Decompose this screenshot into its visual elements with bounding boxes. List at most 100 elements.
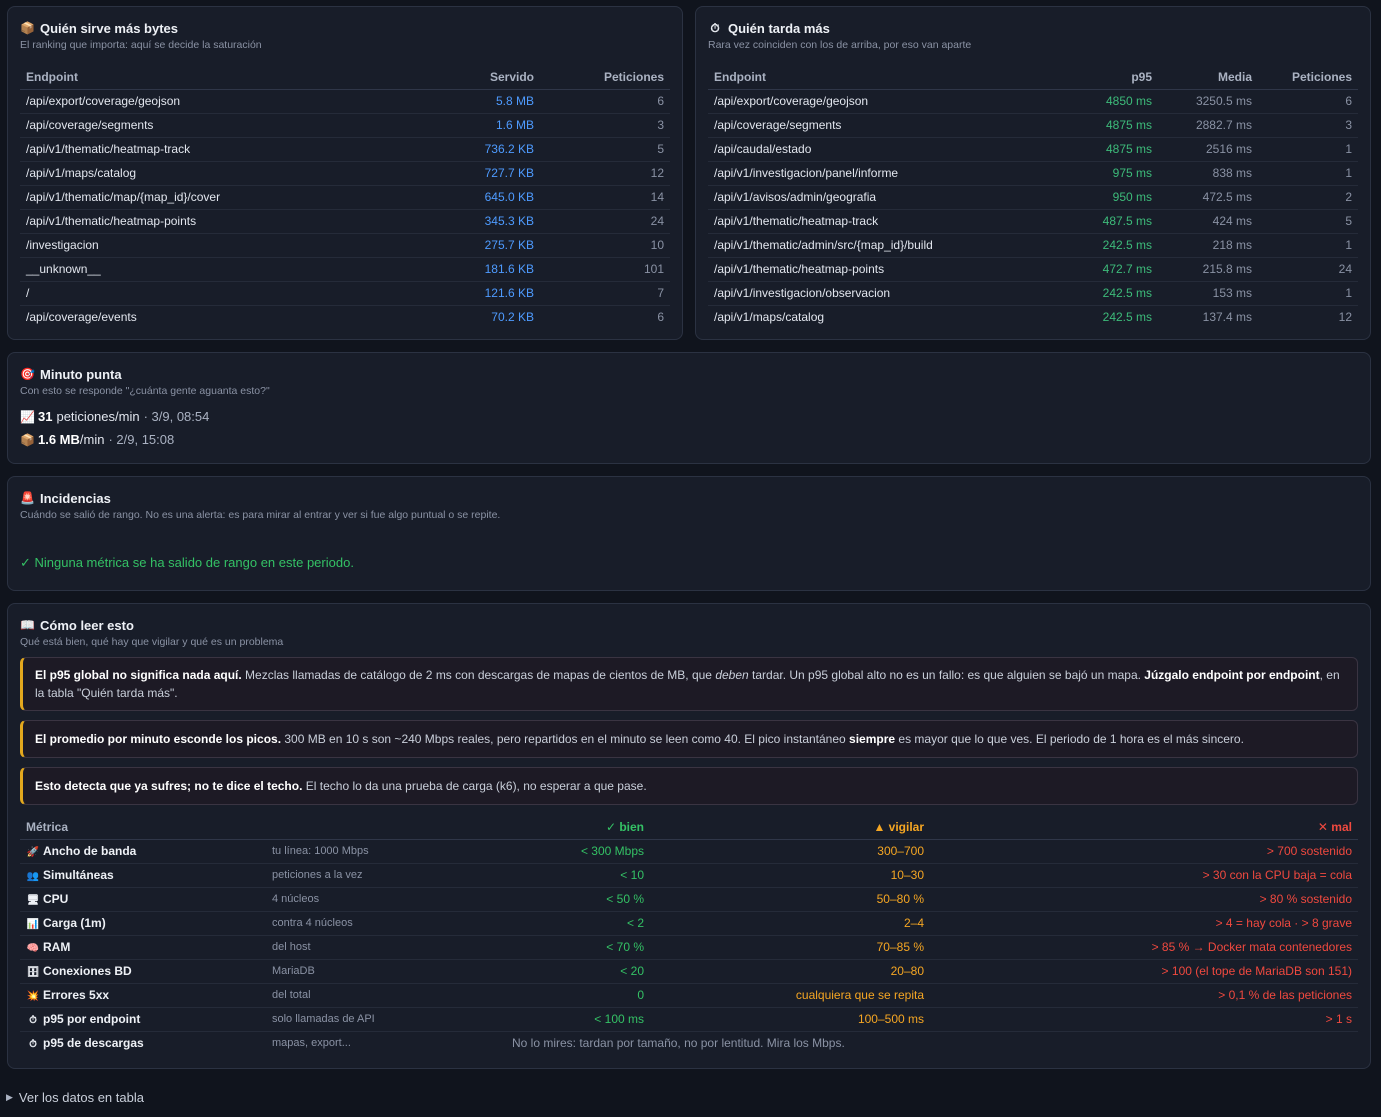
metric-name: Ancho de banda [43, 844, 137, 858]
metric-bien: < 100 ms [502, 1007, 650, 1032]
table-row: /121.6 KB 7 [20, 281, 670, 306]
metric-name: Errores 5xx [43, 988, 110, 1002]
peak-bytes-unit: /min [79, 432, 105, 447]
metric-bien: < 70 % [502, 935, 650, 960]
metric-row: 🧠 RAM del host < 70 % 70–85 % > 85 % → Docker… [20, 935, 1358, 960]
peticiones-cell: 1 [1258, 281, 1358, 306]
endpoint-cell: __unknown__ [20, 257, 420, 282]
metric-bien: < 10 [502, 863, 650, 888]
metric-context: del total [266, 983, 502, 1008]
metric-mal: > 4 = hay cola · > 8 grave [930, 911, 1358, 936]
endpoint-cell: /api/coverage/segments [20, 113, 420, 138]
col-vigilar: ▲ vigilar [650, 815, 930, 840]
table-row: /api/coverage/segments 4875 ms 2882.7 ms 3 [708, 113, 1358, 138]
callout-bold: El promedio por minuto esconde los picos… [35, 732, 282, 746]
col-servido[interactable]: Servido [420, 65, 540, 90]
metric-context: contra 4 núcleos [266, 911, 502, 936]
metrics-table: Métrica ✓ bien ▲ vigilar ✕ mal 🚀 Ancho de… [20, 815, 1358, 1055]
peak-bytes: 📦 1.6 MB /min · 2/9, 15:08 [20, 432, 1358, 447]
explosion-icon: 💥 [26, 991, 40, 1002]
p95-cell: 950 ms [1048, 185, 1158, 210]
table-row: /api/v1/thematic/heatmap-track 487.5 ms 42… [708, 209, 1358, 234]
slow-card-subtitle: Rara vez coinciden con los de arriba, po… [708, 39, 972, 51]
metric-mal: > 85 % → Docker mata contenedores [930, 935, 1358, 960]
table-row: /api/v1/thematic/admin/src/{map_id}/buil… [708, 233, 1358, 258]
peak-card: 🎯 Minuto punta Con esto se responde "¿cu… [7, 352, 1371, 464]
col-p95[interactable]: p95 [1048, 65, 1158, 90]
book-icon: 📖 [20, 618, 35, 632]
servido-cell: 275.7 KB [420, 233, 540, 258]
p95-cell: 4875 ms [1048, 137, 1158, 162]
metric-name: p95 de descargas [43, 1036, 144, 1051]
peticiones-cell: 5 [540, 137, 670, 162]
servido-cell: 181.6 KB [420, 257, 540, 282]
servido-cell: 345.3 KB [420, 209, 540, 234]
incidents-card-subtitle: Cuándo se salió de rango. No es una aler… [20, 509, 501, 521]
callout-average: El promedio por minuto esconde los picos… [20, 720, 1358, 758]
metric-row: 📊 Carga (1m) contra 4 núcleos < 2 2–4 > 4 = h… [20, 911, 1358, 936]
metric-context: solo llamadas de API [266, 1007, 502, 1032]
data-table-toggle[interactable]: ▶ Ver los datos en tabla [6, 1090, 144, 1105]
col-media[interactable]: Media [1158, 65, 1258, 90]
peticiones-cell: 1 [1258, 161, 1358, 186]
package-icon: 📦 [20, 21, 35, 35]
peak-requests: 📈 31 peticiones/min · 3/9, 08:54 [20, 409, 1358, 424]
data-table-toggle-label: Ver los datos en tabla [18, 1090, 144, 1105]
peak-requests-unit: peticiones/min [56, 409, 140, 424]
slow-card: ⏱ Quién tarda más Rara vez coinciden con… [695, 6, 1371, 340]
endpoint-cell: /api/coverage/segments [708, 113, 1048, 138]
rocket-icon: 🚀 [26, 847, 40, 858]
col-peticiones[interactable]: Peticiones [540, 65, 670, 90]
col-peticiones[interactable]: Peticiones [1258, 65, 1358, 90]
peticiones-cell: 101 [540, 257, 670, 282]
metric-vigilar: 10–30 [650, 863, 930, 888]
endpoint-cell: /api/export/coverage/geojson [20, 89, 420, 114]
metric-vigilar: 300–700 [650, 839, 930, 864]
callout-text: tardar. Un p95 global alto no es un fall… [748, 668, 1145, 682]
table-row: /api/v1/investigacion/panel/informe 975 m… [708, 161, 1358, 186]
metric-mal: > 100 (el tope de MariaDB son 151) [930, 959, 1358, 984]
callout-ceiling: Esto detecta que ya sufres; no te dice e… [20, 767, 1358, 805]
peticiones-cell: 1 [1258, 233, 1358, 258]
table-row: /api/coverage/segments 1.6 MB 3 [20, 113, 670, 138]
metric-name: Conexiones BD [43, 964, 132, 978]
metric-bien: 0 [502, 983, 650, 1008]
people-icon: 👥 [26, 871, 40, 882]
servido-cell: 121.6 KB [420, 281, 540, 306]
metric-name: RAM [43, 940, 71, 954]
metric-row: 🗄 Conexiones BD MariaDB < 20 20–80 > 100 (el … [20, 959, 1358, 984]
metric-bien: < 20 [502, 959, 650, 984]
computer-icon: 🖥 [26, 895, 40, 906]
metric-vigilar: 20–80 [650, 959, 930, 984]
peticiones-cell: 3 [1258, 113, 1358, 138]
p95-cell: 472.7 ms [1048, 257, 1158, 282]
peticiones-cell: 24 [540, 209, 670, 234]
metric-vigilar: 100–500 ms [650, 1007, 930, 1032]
col-endpoint[interactable]: Endpoint [20, 65, 420, 90]
servido-cell: 1.6 MB [420, 113, 540, 138]
metric-context: peticiones a la vez [266, 863, 502, 888]
table-row: /api/v1/maps/catalog 727.7 KB 12 [20, 161, 670, 186]
p95-cell: 975 ms [1048, 161, 1158, 186]
database-icon: 🗄 [26, 967, 40, 978]
col-endpoint[interactable]: Endpoint [708, 65, 1048, 90]
p95-cell: 4875 ms [1048, 113, 1158, 138]
endpoint-cell: /api/v1/maps/catalog [20, 161, 420, 186]
chart-up-icon: 📈 [20, 409, 35, 424]
metric-context: mapas, export... [272, 1037, 351, 1050]
metric-vigilar: 2–4 [650, 911, 930, 936]
metric-name-cell: ⏱ p95 por endpoint [20, 1007, 266, 1032]
callout-bold: Júzgalo endpoint por endpoint [1144, 668, 1320, 682]
peticiones-cell: 12 [540, 161, 670, 186]
peak-requests-value: 31 [38, 409, 53, 424]
media-cell: 424 ms [1158, 209, 1258, 234]
endpoint-cell: /investigacion [20, 233, 420, 258]
incidents-card-title: 🚨 Incidencias [20, 489, 1358, 507]
peak-bytes-when: · 2/9, 15:08 [108, 432, 175, 447]
media-cell: 2882.7 ms [1158, 113, 1258, 138]
siren-icon: 🚨 [20, 491, 35, 505]
peticiones-cell: 6 [540, 89, 670, 114]
servido-cell: 70.2 KB [491, 310, 534, 325]
media-cell: 2516 ms [1158, 137, 1258, 162]
peak-requests-when: · 3/9, 08:54 [143, 409, 210, 424]
